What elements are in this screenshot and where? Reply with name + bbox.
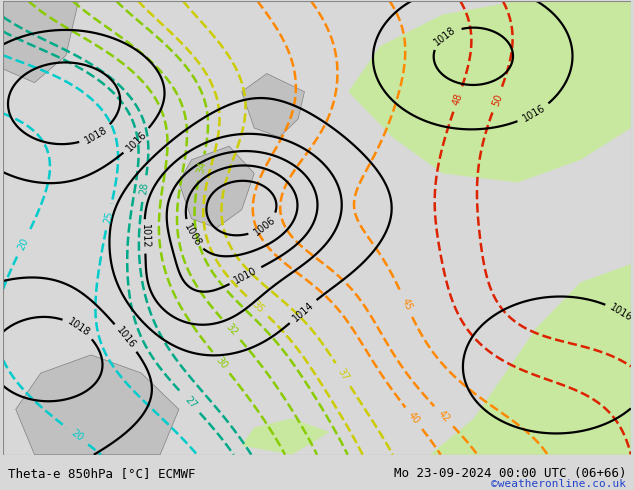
Text: 1018: 1018: [432, 25, 458, 48]
Text: 1018: 1018: [66, 317, 92, 339]
Text: ©weatheronline.co.uk: ©weatheronline.co.uk: [491, 479, 626, 489]
Text: Mo 23-09-2024 00:00 UTC (06+66): Mo 23-09-2024 00:00 UTC (06+66): [394, 467, 626, 480]
Polygon shape: [349, 1, 631, 182]
Text: 30: 30: [213, 355, 229, 370]
Text: 1016: 1016: [124, 129, 149, 153]
Text: 45: 45: [399, 297, 413, 312]
Text: 1014: 1014: [290, 300, 316, 323]
Text: 25: 25: [103, 210, 115, 224]
Text: 50: 50: [490, 92, 504, 107]
Text: 40: 40: [406, 410, 422, 426]
Text: 1016: 1016: [608, 302, 634, 323]
Text: 1012: 1012: [139, 224, 150, 249]
Polygon shape: [3, 1, 79, 83]
Text: 1018: 1018: [83, 125, 109, 146]
Text: 20: 20: [16, 237, 30, 252]
Text: 34: 34: [195, 160, 207, 174]
Polygon shape: [392, 264, 631, 455]
Text: 20: 20: [69, 428, 85, 443]
Polygon shape: [242, 418, 330, 455]
Text: 35: 35: [250, 299, 266, 315]
Text: 1016: 1016: [521, 103, 547, 124]
Text: 28: 28: [138, 182, 150, 196]
Text: 1006: 1006: [252, 215, 277, 238]
Text: 32: 32: [223, 321, 239, 338]
Text: 1010: 1010: [232, 266, 259, 286]
Text: 27: 27: [183, 394, 198, 411]
Polygon shape: [242, 74, 304, 137]
Text: Theta-e 850hPa [°C] ECMWF: Theta-e 850hPa [°C] ECMWF: [8, 467, 195, 480]
Polygon shape: [179, 146, 254, 228]
Text: 48: 48: [451, 92, 465, 106]
Text: 42: 42: [436, 408, 451, 424]
Text: 1016: 1016: [114, 325, 138, 350]
Polygon shape: [16, 355, 179, 455]
Text: 37: 37: [335, 367, 351, 383]
Text: 1008: 1008: [182, 222, 203, 248]
